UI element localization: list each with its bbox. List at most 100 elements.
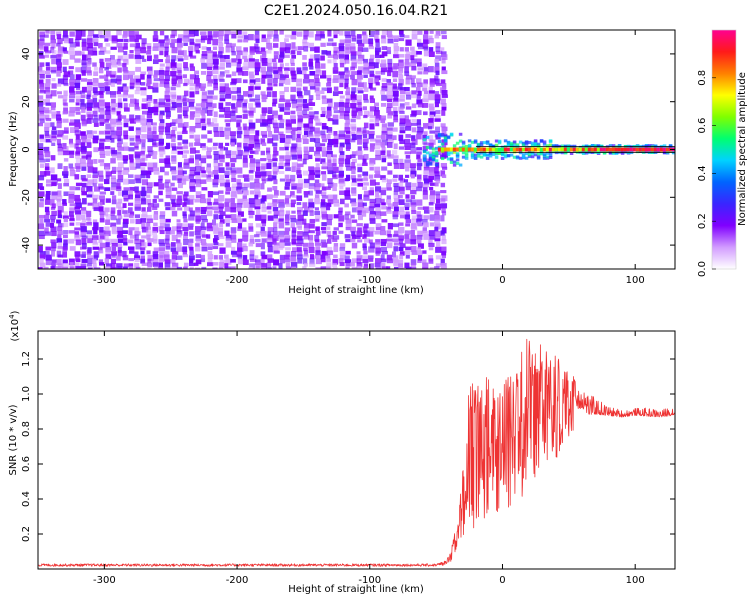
heatmap-cell (122, 178, 129, 185)
heatmap-cell (296, 70, 303, 75)
heatmap-cell (63, 71, 71, 78)
heatmap-cell (425, 151, 430, 155)
heatmap-cell (458, 163, 463, 167)
heatmap-cell (422, 158, 427, 162)
heatmap-cell (315, 250, 321, 256)
heatmap-cell (56, 195, 63, 201)
heatmap-cell (279, 107, 285, 112)
heatmap-cell (380, 118, 386, 123)
heatmap-cell (285, 134, 293, 139)
heatmap-cell (524, 152, 529, 156)
heatmap-cell (231, 90, 238, 94)
heatmap-cell (266, 62, 272, 67)
heatmap-cell (375, 215, 382, 220)
heatmap-cell (255, 130, 260, 137)
heatmap-cell (339, 39, 345, 45)
heatmap-cell (398, 246, 404, 252)
heatmap-cell (200, 143, 206, 148)
heatmap-cell (314, 234, 320, 242)
heatmap-cell (404, 146, 411, 151)
heatmap-cell (201, 50, 208, 57)
heatmap-cell (123, 134, 129, 140)
heatmap-cell (344, 203, 349, 208)
heatmap-cell (81, 150, 87, 155)
heatmap-cell (320, 254, 326, 260)
heatmap-cell (314, 167, 321, 173)
heatmap-cell (218, 214, 224, 220)
heatmap-cell (333, 86, 339, 91)
heatmap-cell (428, 35, 433, 40)
heatmap-cell (375, 247, 381, 254)
heatmap-cell (405, 223, 411, 227)
heatmap-cell (620, 151, 625, 155)
heatmap-cell (182, 98, 189, 103)
heatmap-cell (399, 115, 406, 120)
heatmap-cell (302, 231, 309, 237)
heatmap-cell (134, 146, 139, 150)
heatmap-cell (297, 163, 304, 168)
heatmap-cell (261, 51, 267, 58)
heatmap-cell (158, 247, 166, 252)
heatmap-cell (617, 145, 622, 149)
heatmap-cell (284, 254, 290, 260)
y-tick-label: 0.4 (21, 491, 32, 507)
heatmap-cell (171, 175, 179, 181)
heatmap-cell (164, 82, 170, 88)
heatmap-cell (92, 130, 98, 134)
heatmap-cell (158, 39, 165, 44)
heatmap-cell (230, 142, 235, 147)
heatmap-cell (194, 179, 201, 185)
heatmap-cell (146, 266, 151, 269)
heatmap-cell (80, 51, 85, 56)
heatmap-cell (644, 147, 649, 152)
heatmap-cell (176, 42, 183, 48)
heatmap-cell (171, 75, 177, 82)
heatmap-cell (188, 226, 194, 230)
heatmap-cell (51, 203, 56, 209)
heatmap-cell (332, 154, 337, 158)
heatmap-cell (368, 38, 374, 45)
heatmap-cell (351, 78, 358, 86)
heatmap-cell (135, 190, 141, 195)
heatmap-cell (458, 132, 463, 136)
heatmap-cell (44, 83, 51, 90)
heatmap-cell (135, 86, 141, 91)
heatmap-cell (320, 63, 326, 69)
heatmap-cell (165, 207, 171, 211)
heatmap-cell (321, 171, 327, 175)
heatmap-cell (123, 38, 129, 43)
heatmap-cell (122, 190, 129, 197)
heatmap-cell (255, 182, 260, 189)
heatmap-cell (333, 75, 340, 80)
heatmap-cell (297, 46, 304, 50)
heatmap-cell (285, 210, 291, 215)
heatmap-cell (375, 135, 382, 139)
heatmap-cell (332, 238, 338, 243)
heatmap-cell (542, 140, 547, 144)
heatmap-cell (422, 187, 428, 192)
heatmap-cell (434, 118, 441, 122)
heatmap-cell (117, 146, 124, 151)
heatmap-cell (176, 98, 183, 105)
heatmap-cell (153, 78, 160, 82)
heatmap-cell (500, 145, 505, 149)
heatmap-cell (201, 54, 208, 60)
heatmap-cell (219, 146, 225, 151)
heatmap-cell (405, 211, 410, 218)
heatmap-cell (327, 142, 333, 148)
heatmap-cell (326, 206, 331, 211)
heatmap-cell (279, 63, 284, 69)
heatmap-cell (231, 106, 238, 113)
heatmap-cell (87, 99, 94, 105)
heatmap-cell (128, 30, 135, 37)
heatmap-cell (345, 250, 351, 255)
heatmap-cell (38, 79, 44, 85)
heatmap-cell (255, 210, 261, 216)
heatmap-cell (141, 242, 147, 248)
heatmap-cell (308, 230, 315, 234)
colorbar-frame (711, 29, 737, 270)
heatmap-cell (99, 58, 104, 64)
heatmap-cell (665, 150, 670, 154)
heatmap-cell (393, 190, 399, 196)
heatmap-cell (381, 82, 388, 89)
